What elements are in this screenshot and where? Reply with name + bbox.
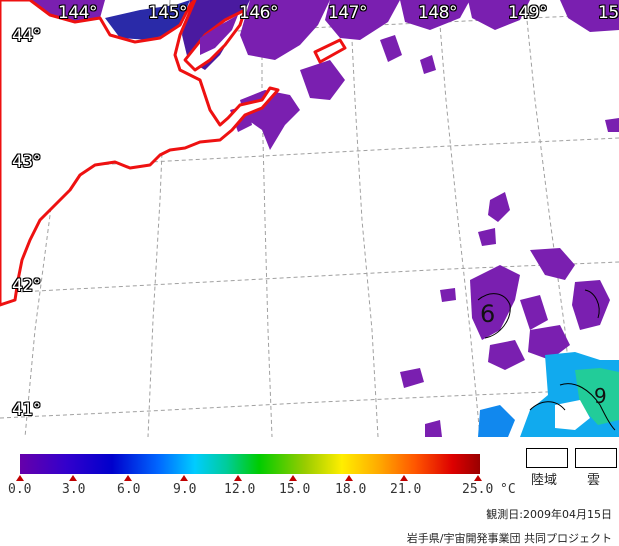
- parallel-41: [0, 388, 619, 419]
- lon-label-149: 149°: [508, 3, 547, 23]
- lat-label-43: 43°: [12, 152, 41, 172]
- lon-label-150: 15: [598, 3, 619, 23]
- sst-pixels-warm: [478, 352, 619, 437]
- tick-label: 12.0: [224, 482, 256, 497]
- tick-9: [180, 475, 188, 481]
- tick-label: 15.0: [279, 482, 311, 497]
- lon-label-144: 144°: [58, 3, 97, 23]
- parallel-42: [0, 261, 619, 294]
- meridian-147: [349, 0, 379, 437]
- tick-label: 21.0: [390, 482, 422, 497]
- isotherms: [477, 289, 616, 431]
- tick-label: 18.0: [335, 482, 367, 497]
- tick-25: [474, 475, 482, 481]
- tick-12: [234, 475, 242, 481]
- sst-map: 144° 145° 146° 147° 148° 149° 15 44° 43°…: [0, 0, 619, 437]
- tick-label: 6.0: [117, 482, 141, 497]
- observation-date: 観測日:2009年04月15日: [486, 508, 612, 521]
- lat-label-41: 41°: [12, 400, 41, 420]
- meridian-145: [147, 0, 171, 437]
- tick-0: [16, 475, 24, 481]
- cloud-key-label: 雲: [587, 473, 601, 488]
- lat-label-42: 42°: [12, 276, 41, 296]
- credit-line: 岩手県/宇宙開発事業団 共同プロジェクト: [406, 532, 612, 545]
- land-key-label: 陸域: [531, 473, 558, 488]
- tick-18: [345, 475, 353, 481]
- meridian-149: [524, 0, 576, 437]
- lon-label-148: 148°: [418, 3, 457, 23]
- tick-label: 25.0: [462, 482, 494, 497]
- color-scale-bar: [20, 454, 480, 474]
- contour-label-9: 9: [594, 384, 607, 408]
- lon-label-146: 146°: [239, 3, 278, 23]
- unit-label: °C: [500, 482, 516, 497]
- iturup-coast: [313, 38, 347, 64]
- meridian-146: [261, 0, 273, 437]
- lat-label-44: 44°: [12, 26, 41, 46]
- tick-label: 9.0: [173, 482, 197, 497]
- tick-15: [289, 475, 297, 481]
- sst-pixels-east: [400, 192, 610, 437]
- tick-6: [124, 475, 132, 481]
- meridian-148: [437, 0, 481, 437]
- lon-label-145: 145°: [148, 3, 187, 23]
- map-canvas: [0, 0, 619, 437]
- tick-3: [69, 475, 77, 481]
- land-key-swatch: [526, 448, 568, 468]
- lon-label-147: 147°: [328, 3, 367, 23]
- tick-label: 0.0: [8, 482, 32, 497]
- tick-21: [400, 475, 408, 481]
- legend: 0.0 3.0 6.0 9.0 12.0 15.0 18.0 21.0 25.0…: [0, 437, 619, 546]
- contour-label-6: 6: [480, 300, 496, 328]
- sst-pixels-nearshore: [200, 15, 238, 55]
- hokkaido-coast: [0, 0, 280, 307]
- cloud-key-swatch: [575, 448, 617, 468]
- tick-label: 3.0: [62, 482, 86, 497]
